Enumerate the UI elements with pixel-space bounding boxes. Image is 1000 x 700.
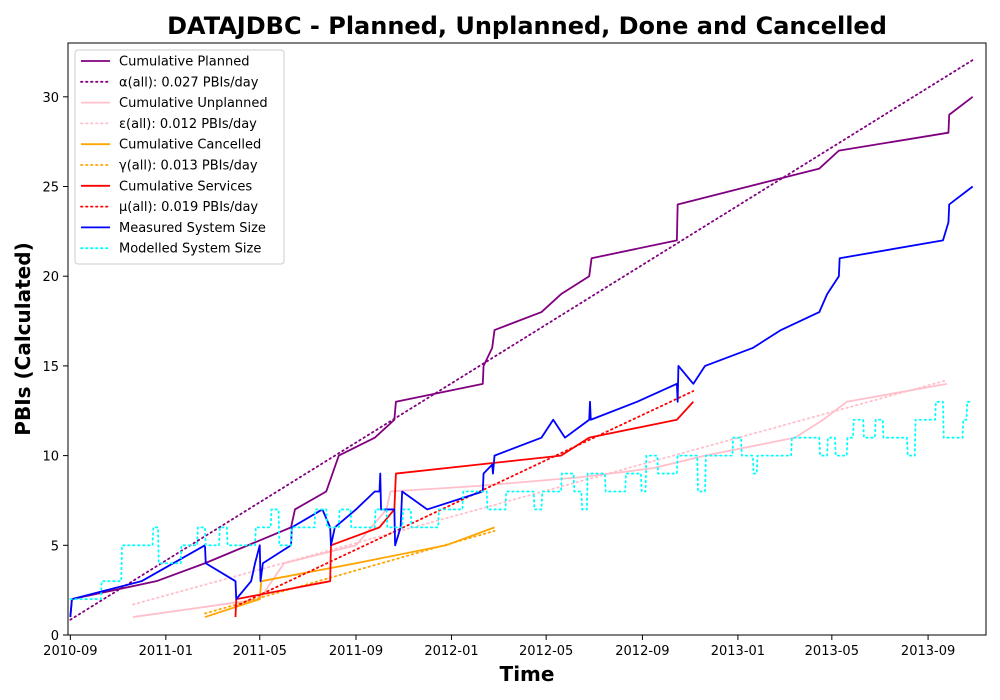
legend-label-6: Cumulative Services <box>119 179 252 194</box>
y-tick-label: 0 <box>51 629 59 644</box>
x-tick-label: 2012-09 <box>615 644 669 659</box>
series-lines <box>69 59 974 621</box>
x-tick-label: 2013-05 <box>805 644 859 659</box>
legend-label-7: μ(all): 0.019 PBIs/day <box>119 200 258 215</box>
legend-label-2: Cumulative Unplanned <box>119 96 268 111</box>
y-tick-label: 15 <box>42 360 59 375</box>
axes-frame <box>67 42 987 636</box>
series-line-9 <box>69 400 974 601</box>
legend-items: Cumulative Planned α(all): 0.027 PBIs/day… <box>80 55 268 257</box>
x-tick-label: 2010-09 <box>43 644 97 659</box>
series-line-3 <box>132 379 948 606</box>
x-tick-label: 2013-01 <box>711 644 765 659</box>
series-line-0 <box>69 96 974 618</box>
x-axis-ticks: 2010-09 2011-01 2011-05 2011-09 2012-01 2012-… <box>43 635 955 659</box>
chart-title: DATAJDBC - Planned, Unplanned, Done and … <box>167 12 887 40</box>
series-line-6 <box>234 401 694 618</box>
legend-label-1: α(all): 0.027 PBIs/day <box>119 75 259 90</box>
y-tick-label: 30 <box>42 91 59 106</box>
series-line-1 <box>69 59 974 621</box>
y-tick-label: 10 <box>42 450 59 465</box>
x-tick-label: 2011-01 <box>139 644 193 659</box>
legend-label-5: γ(all): 0.013 PBIs/day <box>119 159 258 174</box>
y-axis-ticks: 0 5 10 15 20 25 30 <box>42 91 68 644</box>
legend: Cumulative Planned α(all): 0.027 PBIs/day… <box>74 49 285 265</box>
plot-area <box>69 59 974 621</box>
series-line-5 <box>204 530 496 615</box>
x-tick-label: 2011-05 <box>233 644 287 659</box>
legend-label-0: Cumulative Planned <box>119 55 249 70</box>
x-tick-label: 2013-09 <box>901 644 955 659</box>
legend-label-9: Modelled System Size <box>119 242 261 257</box>
series-line-8 <box>69 185 974 618</box>
legend-label-4: Cumulative Cancelled <box>119 138 261 153</box>
y-tick-label: 20 <box>42 270 59 285</box>
x-tick-label: 2012-05 <box>519 644 573 659</box>
legend-label-8: Measured System Size <box>119 221 266 236</box>
x-tick-label: 2012-01 <box>424 644 478 659</box>
x-axis-label: Time <box>500 662 555 686</box>
series-line-2 <box>132 382 948 618</box>
x-tick-label: 2011-09 <box>329 644 383 659</box>
legend-label-3: ε(all): 0.012 PBIs/day <box>119 117 257 132</box>
legend-box <box>74 49 285 265</box>
series-line-7 <box>234 390 695 608</box>
y-tick-label: 25 <box>42 181 59 196</box>
y-tick-label: 5 <box>51 539 59 554</box>
y-axis-label: PBIs (Calculated) <box>11 242 35 435</box>
